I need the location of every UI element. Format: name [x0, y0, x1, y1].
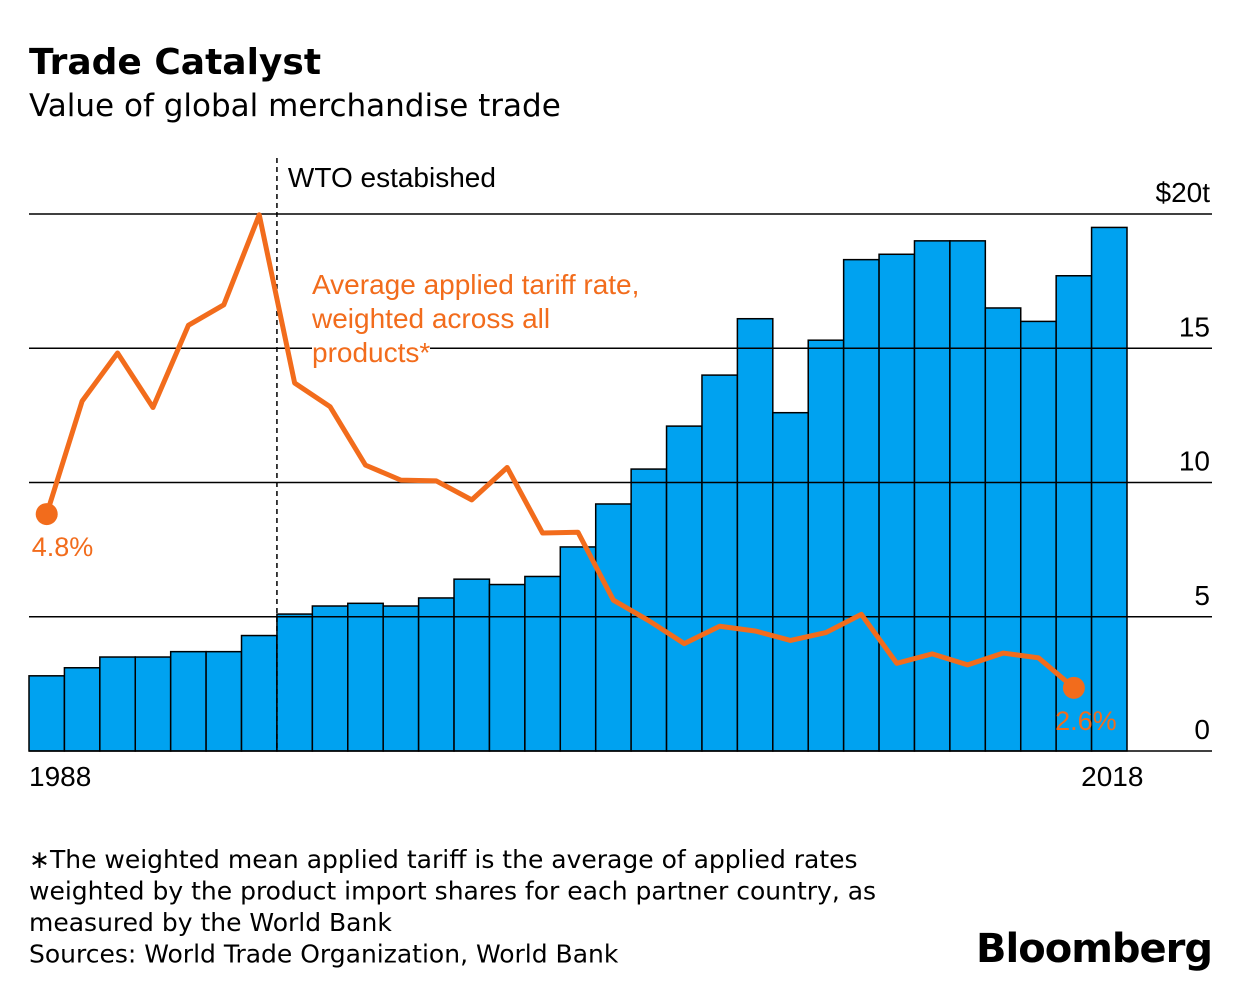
bar: [913, 240, 951, 752]
bar: [559, 546, 597, 752]
series-label: Average applied tariff rate, weighted ac…: [312, 268, 672, 370]
footnote: weighted by the product import shares fo…: [29, 877, 876, 906]
y-tick-label: 15: [1179, 311, 1210, 342]
bar: [772, 411, 809, 752]
bar: [63, 667, 101, 752]
chart-subtitle: Value of global merchandise trade: [29, 88, 561, 124]
bar: [488, 583, 526, 752]
bar: [205, 650, 243, 752]
bar: [842, 258, 880, 752]
bar: [99, 656, 137, 752]
bar: [949, 240, 987, 752]
footnote: ∗The weighted mean applied tariff is the…: [29, 845, 858, 874]
bar: [169, 650, 207, 752]
end-point: [35, 503, 58, 526]
bar: [1055, 275, 1093, 752]
bar: [807, 339, 845, 752]
bar: [240, 634, 278, 752]
bar: [1019, 320, 1057, 752]
footnote: Sources: World Trade Organization, World…: [29, 940, 619, 969]
bar: [736, 317, 774, 752]
end-point: [1062, 676, 1085, 699]
chart-title: Trade Catalyst: [29, 42, 321, 83]
bar: [984, 307, 1022, 752]
bar: [665, 425, 703, 752]
series-label-text: Average applied tariff rate, weighted ac…: [312, 269, 640, 368]
bar: [453, 578, 491, 752]
y-tick-label: 10: [1179, 446, 1210, 477]
bar: [311, 605, 349, 752]
brand: Bloomberg: [976, 926, 1212, 972]
bar: [1090, 226, 1128, 752]
y-tick-label: 5: [1194, 580, 1210, 611]
x-tick-label: 2018: [1081, 761, 1143, 792]
bar: [524, 575, 562, 752]
x-tick-label: 1988: [29, 761, 91, 792]
bar: [276, 613, 314, 752]
bar: [382, 605, 420, 752]
bar: [134, 656, 172, 752]
tariff-line: [44, 212, 1076, 690]
bar: [630, 468, 668, 752]
y-tick-label: 0: [1194, 714, 1210, 745]
bar: [878, 253, 916, 752]
bar: [347, 602, 384, 752]
annotation: WTO estabished: [288, 162, 496, 193]
value-label: 4.8%: [32, 532, 94, 562]
footnote: measured by the World Bank: [29, 908, 392, 937]
y-tick-label: $20t: [1156, 177, 1211, 208]
bar: [701, 374, 739, 752]
value-label: 2.6%: [1055, 706, 1117, 736]
bar: [28, 675, 66, 752]
bar: [417, 597, 455, 752]
bar: [594, 503, 632, 752]
